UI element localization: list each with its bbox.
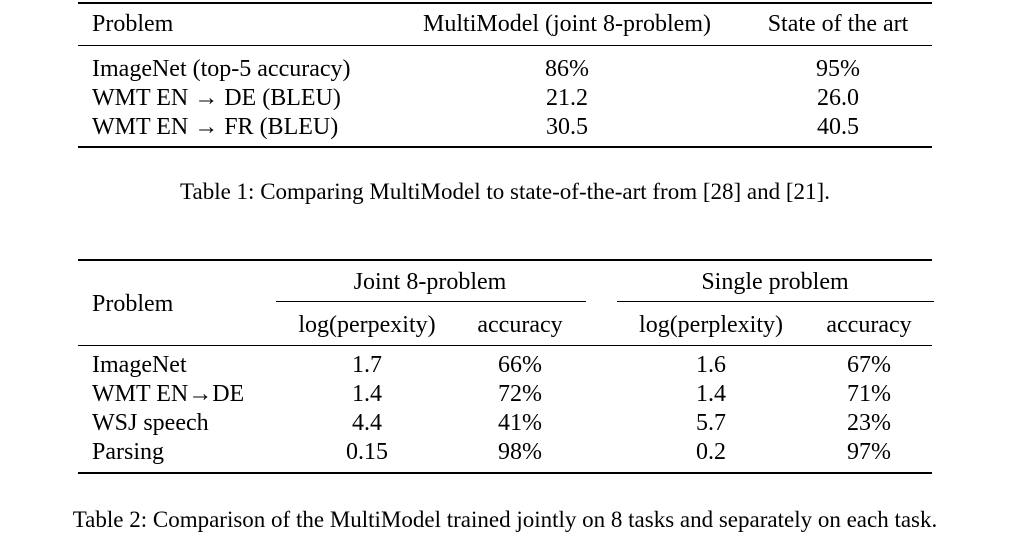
table2-row-problem: WMT EN→DE: [92, 381, 245, 407]
table1-row-sota: 95%: [816, 56, 860, 82]
table1-header-rule: [78, 45, 932, 46]
table2-row-problem: Parsing: [92, 439, 164, 465]
table1-caption: Table 1: Comparing MultiModel to state-o…: [180, 179, 830, 204]
table2-row-joint-accuracy: 66%: [498, 352, 542, 378]
table2-row-single-logppl: 0.2: [696, 439, 726, 465]
table2-subheader-joint-accuracy: accuracy: [477, 312, 563, 338]
table1-row-problem: WMT EN → DE (BLEU): [92, 85, 341, 111]
table2-row-joint-logppl: 0.15: [346, 439, 388, 465]
table2-caption: Table 2: Comparison of the MultiModel tr…: [72, 507, 938, 532]
table1-row-multimodel: 86%: [545, 56, 589, 82]
table1-header-problem: Problem: [92, 11, 174, 37]
table2-subheader-single-logppl: log(perplexity): [639, 312, 783, 338]
table2-row-single-logppl: 1.6: [696, 352, 726, 378]
table1-row-sota: 26.0: [817, 85, 859, 111]
table2-row-problem: WSJ speech: [92, 410, 209, 436]
table2-header-problem: Problem: [92, 291, 174, 317]
table2-row-joint-accuracy: 41%: [498, 410, 542, 436]
table2-row-single-accuracy: 67%: [847, 352, 891, 378]
table2-row-joint-logppl: 1.7: [352, 352, 382, 378]
table2-header-rule: [78, 345, 932, 346]
table2-row-problem: ImageNet: [92, 352, 187, 378]
table1-bottom-rule: [78, 146, 932, 148]
table1-row-multimodel: 21.2: [546, 85, 588, 111]
table1-row-problem: ImageNet (top-5 accuracy): [92, 56, 351, 82]
table2-subheader-single-accuracy: accuracy: [826, 312, 912, 338]
table2-bottom-rule: [78, 472, 932, 474]
table2-row-joint-logppl: 4.4: [352, 410, 382, 436]
table2-group-single-rule: [617, 301, 934, 302]
table2-row-single-logppl: 5.7: [696, 410, 726, 436]
table2-group-joint-rule: [276, 301, 586, 302]
table2-row-single-accuracy: 23%: [847, 410, 891, 436]
table1-header-multimodel: MultiModel (joint 8-problem): [423, 11, 711, 37]
table2-row-joint-accuracy: 72%: [498, 381, 542, 407]
table2-subheader-joint-logppl: log(perpexity): [298, 312, 436, 338]
table1-row-sota: 40.5: [817, 114, 859, 140]
table2-row-joint-logppl: 1.4: [352, 381, 382, 407]
table1-row-multimodel: 30.5: [546, 114, 588, 140]
table2-row-joint-accuracy: 98%: [498, 439, 542, 465]
table1-row-problem: WMT EN → FR (BLEU): [92, 114, 339, 140]
table2-row-single-accuracy: 71%: [847, 381, 891, 407]
table1-header-sota: State of the art: [767, 11, 909, 37]
table2-group-joint: Joint 8-problem: [353, 269, 507, 295]
table2-top-rule: [78, 259, 932, 261]
table2-group-single: Single problem: [701, 269, 849, 295]
table2-row-single-accuracy: 97%: [847, 439, 891, 465]
table1-top-rule: [78, 2, 932, 4]
table2-row-single-logppl: 1.4: [696, 381, 726, 407]
